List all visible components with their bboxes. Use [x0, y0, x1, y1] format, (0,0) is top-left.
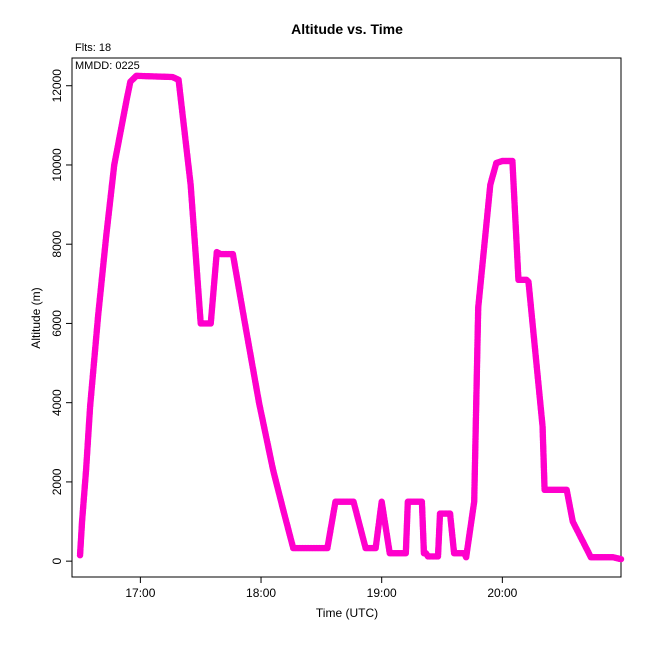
- y-tick-label: 6000: [50, 310, 64, 337]
- y-tick-label: 2000: [50, 468, 64, 495]
- data-point: [617, 555, 625, 563]
- chart-title: Altitude vs. Time: [291, 21, 403, 37]
- date-annotation: MMDD: 0225: [75, 60, 140, 72]
- y-tick-label: 10000: [50, 148, 64, 182]
- x-tick-label: 20:00: [487, 586, 517, 600]
- x-tick-label: 18:00: [246, 586, 276, 600]
- altitude-series: [76, 72, 625, 563]
- y-tick-label: 0: [50, 557, 64, 564]
- x-tick-label: 19:00: [367, 586, 397, 600]
- y-axis: 0 2000 4000 6000 8000 10000 12000: [50, 69, 73, 564]
- x-axis: 17:00 18:00 19:00 20:00: [125, 576, 518, 600]
- x-axis-title: Time (UTC): [316, 606, 378, 620]
- y-tick-label: 8000: [50, 231, 64, 258]
- flights-count: Flts: 18: [75, 42, 111, 54]
- y-axis-title: Altitude (m): [29, 287, 43, 348]
- y-tick-label: 12000: [50, 69, 64, 103]
- x-tick-label: 17:00: [125, 586, 155, 600]
- y-tick-label: 4000: [50, 389, 64, 416]
